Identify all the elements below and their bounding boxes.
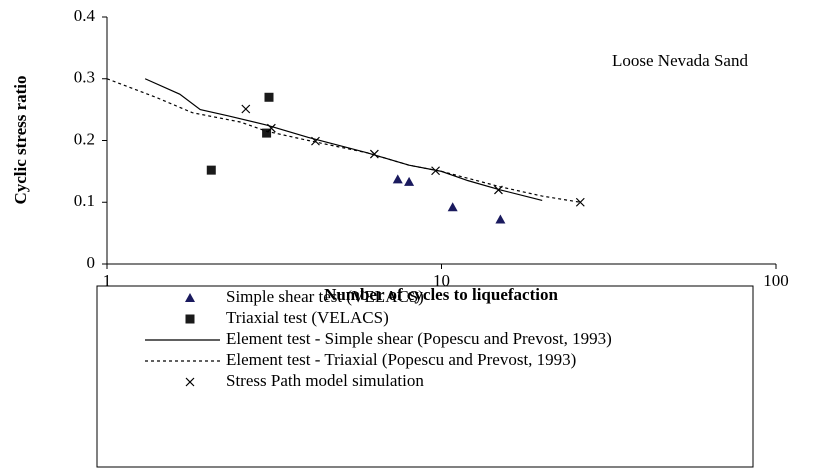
y-tick-label: 0.3 <box>74 68 95 87</box>
marker-x <box>494 185 503 195</box>
marker-x <box>266 123 276 133</box>
legend-label: Element test - Triaxial (Popescu and Pre… <box>226 350 576 369</box>
legend-label: Simple shear test (VELACS) <box>226 287 424 306</box>
marker-triangle <box>392 174 403 184</box>
marker-triangle <box>404 176 415 186</box>
marker-square <box>185 314 195 324</box>
marker-x <box>575 197 585 207</box>
legend-label: Element test - Simple shear (Popescu and… <box>226 329 612 348</box>
marker-x <box>369 149 379 159</box>
annotation: Loose Nevada Sand <box>612 51 748 70</box>
y-tick-label: 0.4 <box>74 6 96 25</box>
x-tick-label: 10 <box>433 271 450 290</box>
x-tick-label: 1 <box>103 271 112 290</box>
y-axis-label: Cyclic stress ratio <box>11 75 30 204</box>
legend-label: Stress Path model simulation <box>226 371 424 390</box>
x-axis-label: Number of cycles to liquefaction <box>324 285 558 304</box>
marker-triangle <box>495 214 506 224</box>
x-tick-label: 100 <box>763 271 789 290</box>
y-tick-label: 0.2 <box>74 129 95 148</box>
marker-square <box>264 92 274 102</box>
marker-triangle <box>447 202 458 212</box>
y-tick-label: 0.1 <box>74 191 95 210</box>
series-line <box>106 78 581 203</box>
marker-x <box>185 377 195 387</box>
marker-x <box>241 104 251 114</box>
marker-square <box>206 165 216 175</box>
marker-square <box>262 128 272 138</box>
y-tick-label: 0 <box>87 253 96 272</box>
marker-x <box>311 136 320 146</box>
series-line <box>144 78 543 201</box>
marker-x <box>431 166 440 176</box>
legend-label: Triaxial test (VELACS) <box>226 308 389 327</box>
legend-box <box>96 285 754 468</box>
marker-triangle <box>185 293 195 302</box>
